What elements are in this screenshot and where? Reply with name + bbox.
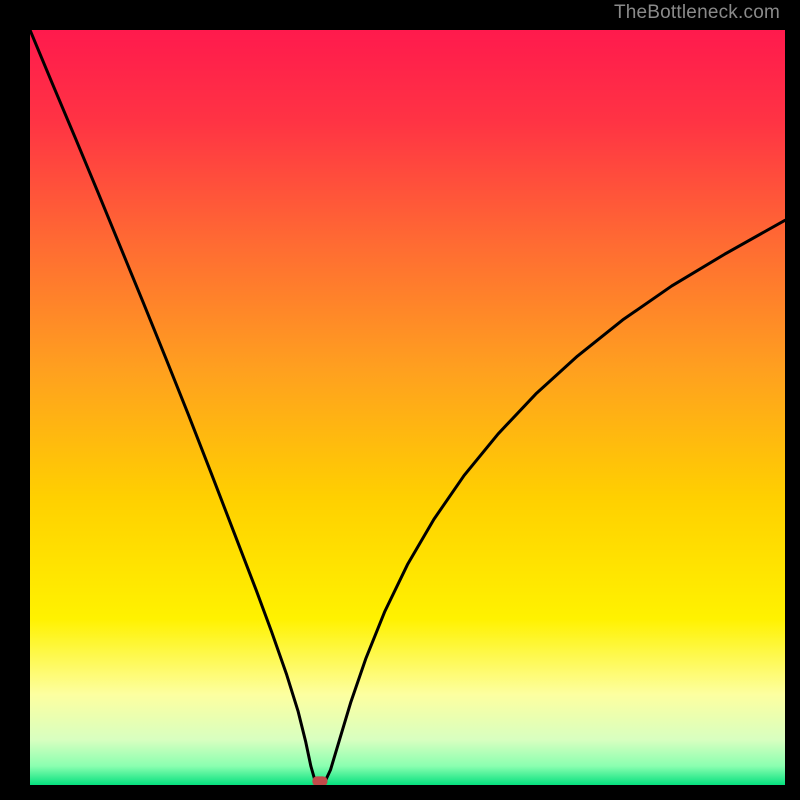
min-marker (312, 776, 327, 785)
plot-area (30, 30, 785, 785)
watermark-text: TheBottleneck.com (614, 2, 780, 24)
curve-layer (30, 30, 785, 785)
chart-frame (0, 0, 800, 800)
bottleneck-curve (30, 30, 785, 783)
